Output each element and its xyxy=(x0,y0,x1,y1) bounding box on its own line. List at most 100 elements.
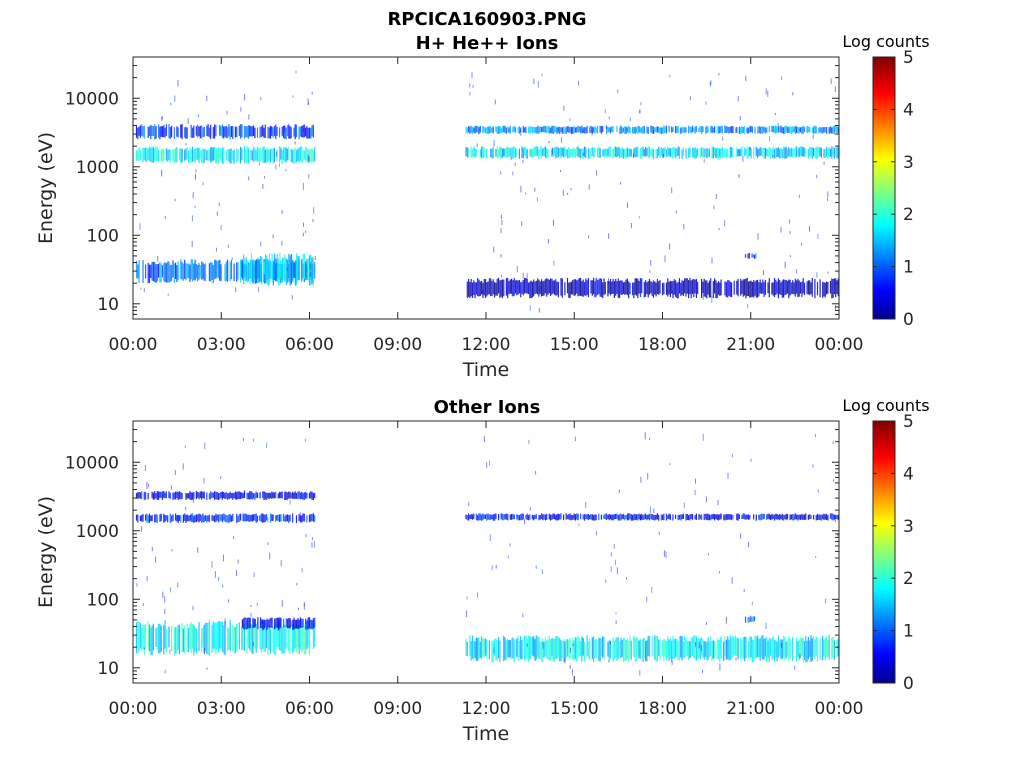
data-column xyxy=(589,149,591,159)
data-column xyxy=(270,617,272,628)
data-speck xyxy=(727,472,729,479)
data-column xyxy=(249,618,251,629)
data-speck xyxy=(142,603,144,606)
data-column xyxy=(230,515,233,522)
data-column xyxy=(518,640,520,658)
data-column xyxy=(788,127,790,134)
data-column xyxy=(632,282,634,296)
data-column xyxy=(744,637,746,662)
data-column xyxy=(725,281,727,298)
data-column xyxy=(824,149,826,158)
data-column xyxy=(833,147,835,159)
data-speck xyxy=(572,669,573,676)
data-speck xyxy=(303,128,305,133)
data-column xyxy=(650,149,652,156)
data-column xyxy=(758,126,760,133)
data-column xyxy=(599,148,601,158)
data-column xyxy=(650,513,652,520)
data-column xyxy=(589,639,591,660)
data-column xyxy=(527,126,530,134)
data-column xyxy=(285,625,287,649)
data-column xyxy=(770,147,772,159)
data-column xyxy=(759,126,761,134)
data-column xyxy=(220,621,222,650)
data-column xyxy=(823,282,825,297)
data-column xyxy=(524,277,526,294)
data-column xyxy=(299,617,302,628)
data-column xyxy=(704,280,707,298)
data-column xyxy=(652,280,655,298)
data-column xyxy=(250,126,252,137)
data-column xyxy=(689,277,691,295)
data-column xyxy=(246,146,248,163)
data-speck xyxy=(722,136,724,141)
data-column xyxy=(176,126,178,137)
data-column xyxy=(289,491,291,499)
data-column xyxy=(282,624,285,654)
data-column xyxy=(551,514,553,520)
data-column xyxy=(535,127,537,134)
data-column xyxy=(816,513,819,520)
data-column xyxy=(641,127,643,134)
data-column xyxy=(665,148,668,157)
data-column xyxy=(681,280,683,295)
data-column xyxy=(522,279,524,296)
data-speck xyxy=(184,445,186,448)
data-speck xyxy=(262,183,264,189)
data-speck xyxy=(832,441,834,444)
data-column xyxy=(255,150,257,161)
data-column xyxy=(576,637,578,662)
data-column xyxy=(517,514,519,521)
data-column xyxy=(498,277,500,294)
data-column xyxy=(831,278,833,299)
data-speck xyxy=(314,255,316,260)
data-column xyxy=(509,279,511,294)
data-column xyxy=(689,126,691,133)
data-column xyxy=(589,126,591,134)
data-column xyxy=(513,514,515,520)
data-column xyxy=(293,492,295,499)
data-column xyxy=(803,282,806,296)
data-column xyxy=(548,513,550,520)
data-column xyxy=(727,514,729,520)
data-column xyxy=(495,148,497,157)
data-column xyxy=(578,638,580,657)
data-column xyxy=(747,127,750,134)
data-column xyxy=(469,635,471,657)
data-column xyxy=(742,279,744,297)
data-column xyxy=(194,148,196,163)
data-speck xyxy=(608,233,610,239)
data-column xyxy=(685,148,687,159)
data-column xyxy=(537,146,539,156)
data-speck xyxy=(715,194,717,199)
data-column xyxy=(675,280,677,297)
data-speck xyxy=(520,130,522,136)
data-column xyxy=(564,641,566,662)
data-column xyxy=(715,280,717,299)
data-column xyxy=(198,263,200,280)
data-column xyxy=(803,147,806,157)
data-column xyxy=(212,127,214,139)
data-column xyxy=(518,280,520,294)
data-column xyxy=(710,636,712,657)
data-column xyxy=(250,150,252,161)
data-column xyxy=(678,636,681,661)
data-speck xyxy=(244,94,246,101)
data-column xyxy=(577,279,579,297)
data-speck xyxy=(816,272,818,278)
data-column xyxy=(147,262,149,284)
data-column xyxy=(475,149,477,157)
data-column xyxy=(831,127,833,134)
data-speck xyxy=(161,117,163,121)
data-speck xyxy=(507,555,509,559)
data-column xyxy=(573,513,575,520)
data-column xyxy=(260,126,262,137)
data-column xyxy=(827,640,829,657)
data-column xyxy=(698,127,700,133)
data-column xyxy=(195,514,197,523)
data-column xyxy=(767,513,769,519)
data-column xyxy=(771,637,773,661)
data-column xyxy=(255,491,257,499)
data-column xyxy=(793,148,795,157)
data-column xyxy=(813,126,815,134)
